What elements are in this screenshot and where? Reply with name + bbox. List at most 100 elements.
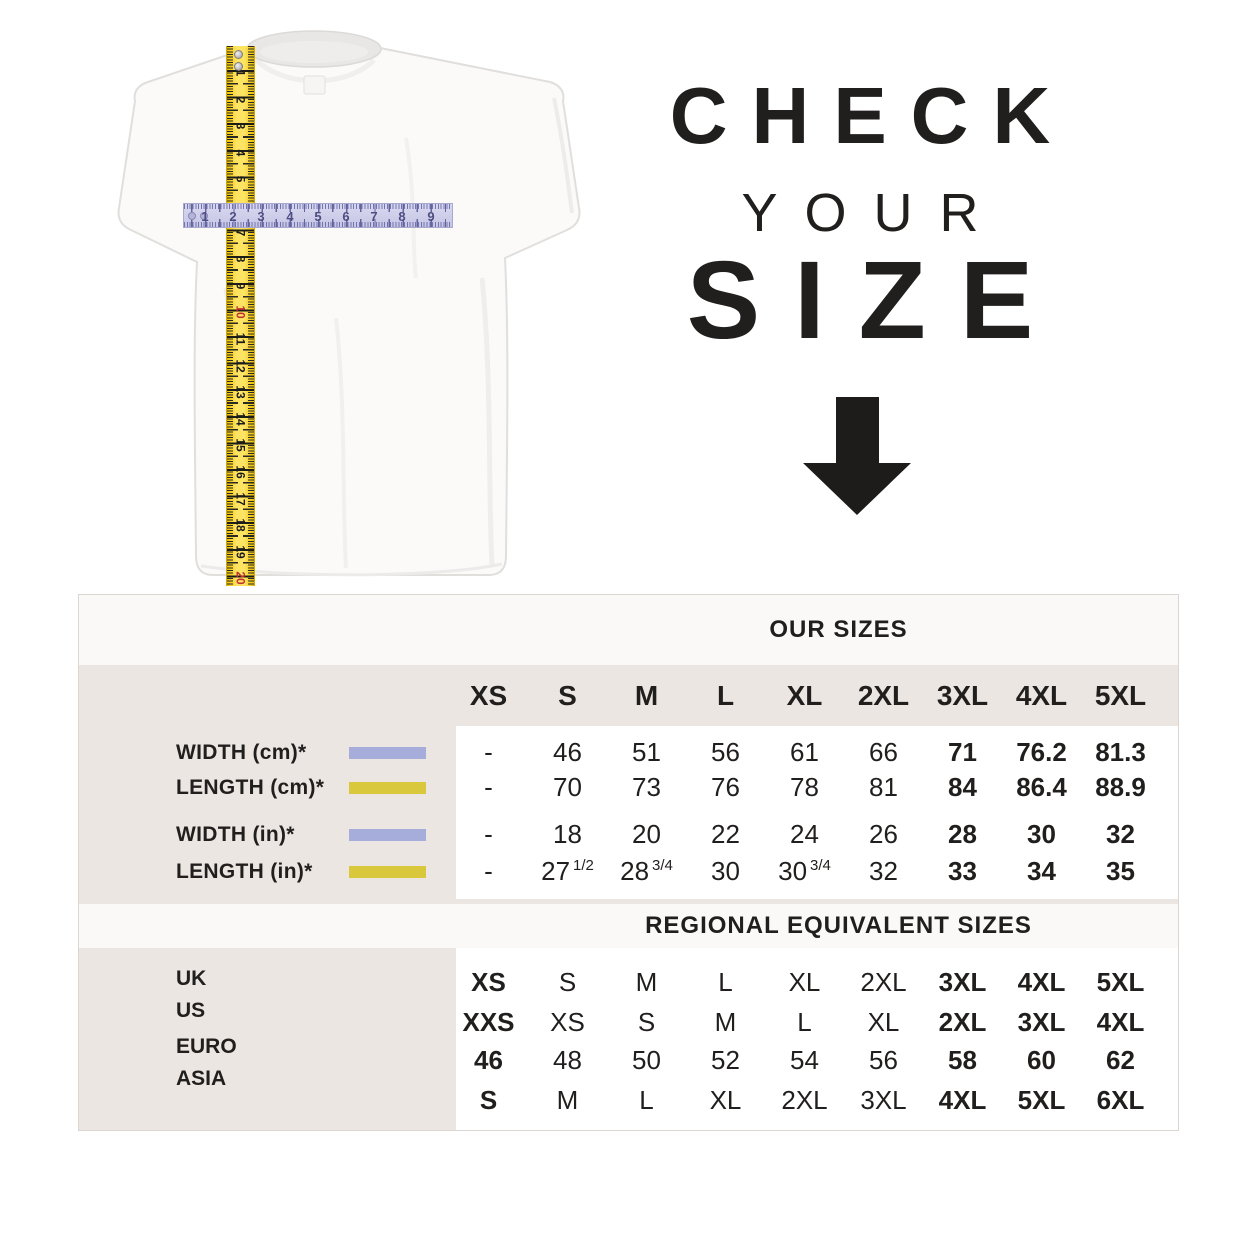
tshirt-figure <box>106 18 592 593</box>
tape-grommet <box>234 50 243 59</box>
region-size: 4XL <box>938 1085 987 1115</box>
size-value: 61 <box>790 737 819 767</box>
size-value: 51 <box>632 737 661 767</box>
size-value: 33 <box>948 856 977 886</box>
size-value: 18 <box>553 819 582 849</box>
regional-sizes-header-band: REGIONAL EQUIVALENT SIZES <box>79 904 1178 948</box>
size-value: 26 <box>869 819 898 849</box>
region-size: S <box>558 967 577 997</box>
size-value: 28 <box>948 819 977 849</box>
region-size: XXS <box>462 1007 515 1037</box>
region-size: 3XL <box>938 967 987 997</box>
tshirt-illustration <box>117 30 581 577</box>
horizontal-ruler: 1 2 3 4 5 6 7 8 9 <box>183 203 453 228</box>
region-size: S <box>479 1085 498 1115</box>
region-size: L <box>718 967 733 997</box>
regional-data-panel <box>456 948 1178 1130</box>
size-value: 20 <box>632 819 661 849</box>
table-row-length-in: LENGTH (in)* - 27 1/2 28 3/4 30 30 3/4 32 3… <box>79 854 1178 889</box>
size-value: 30 <box>1027 819 1056 849</box>
column-header-3xl: 3XL <box>936 679 989 711</box>
width-color-bar <box>349 746 449 759</box>
region-size: 2XL <box>860 967 907 997</box>
region-size: 56 <box>869 1045 898 1075</box>
region-size: M <box>714 1007 737 1037</box>
region-size: 3XL <box>1017 1007 1066 1037</box>
column-header-m: M <box>634 679 659 711</box>
neck-label-tag <box>303 75 326 95</box>
region-label-uk: UK <box>176 967 207 990</box>
size-value: 30 <box>711 856 740 886</box>
column-header-s: S <box>558 679 577 711</box>
region-size: 48 <box>553 1045 582 1075</box>
our-sizes-section: XS S M L XL 2XL 3XL 4XL 5XL WIDTH (cm)* … <box>79 665 1178 904</box>
column-header-5xl: 5XL <box>1094 679 1147 711</box>
region-size: 5XL <box>1017 1085 1066 1115</box>
size-value: - <box>484 819 493 849</box>
headline-size: SIZE <box>686 239 1068 362</box>
region-size: 5XL <box>1096 967 1145 997</box>
width-color-bar <box>349 828 449 841</box>
region-size: M <box>556 1085 579 1115</box>
size-value: 84 <box>948 772 977 802</box>
region-size: XS <box>550 1007 585 1037</box>
size-value: 88.9 <box>1095 772 1146 802</box>
size-columns-header-row: XS S M L XL 2XL 3XL 4XL 5XL <box>79 665 1178 726</box>
region-size: 6XL <box>1096 1085 1145 1115</box>
table-row-us: XXS XS S M L XL 2XL 3XL 4XL <box>79 1005 1178 1040</box>
region-size: 2XL <box>938 1007 987 1037</box>
column-header-4xl: 4XL <box>1015 679 1068 711</box>
sizes-data-panel <box>456 726 1178 899</box>
vertical-measuring-tape: 1 2 3 4 5 6 7 8 9 10 11 12 13 14 15 16 1… <box>226 46 255 586</box>
region-size: 52 <box>711 1045 740 1075</box>
size-value: 28 3/4 <box>620 856 673 886</box>
table-row-asia: S M L XL 2XL 3XL 4XL 5XL 6XL <box>79 1083 1178 1118</box>
size-value: 71 <box>948 737 977 767</box>
size-value: - <box>484 856 493 886</box>
size-value: 24 <box>790 819 819 849</box>
region-size: 46 <box>474 1045 503 1075</box>
size-value: 35 <box>1106 856 1135 886</box>
column-header-xs: XS <box>469 679 508 711</box>
size-value: 46 <box>553 737 582 767</box>
length-color-bar <box>349 781 449 794</box>
size-value: 73 <box>632 772 661 802</box>
table-row-width-in: WIDTH (in)* - 18 20 22 24 26 28 30 32 <box>79 817 1178 852</box>
tshirt-body <box>117 32 581 576</box>
size-value: 76.2 <box>1016 737 1067 767</box>
region-size: L <box>797 1007 812 1037</box>
region-size: 3XL <box>860 1085 907 1115</box>
headline-check: CHECK <box>669 71 1075 160</box>
size-value: 81.3 <box>1095 737 1146 767</box>
region-size: 54 <box>790 1045 819 1075</box>
table-row-length-cm: LENGTH (cm)* - 70 73 76 78 81 84 86.4 88… <box>79 770 1178 805</box>
length-color-bar <box>349 865 449 878</box>
region-size: 62 <box>1106 1045 1135 1075</box>
column-header-xl: XL <box>786 679 823 711</box>
size-value: 70 <box>553 772 582 802</box>
size-value: 86.4 <box>1016 772 1067 802</box>
size-value: 34 <box>1027 856 1056 886</box>
row-label: WIDTH (cm)* <box>176 740 307 764</box>
region-size: 2XL <box>781 1085 828 1115</box>
ruler-rivet <box>188 212 196 220</box>
size-chart-card: OUR SIZES XS S M L XL 2XL 3XL 4XL 5XL WI… <box>78 594 1179 1131</box>
region-size: 58 <box>948 1045 977 1075</box>
region-size: 60 <box>1027 1045 1056 1075</box>
region-size: M <box>635 967 658 997</box>
headline-your: YOUR <box>741 183 1006 243</box>
row-label: LENGTH (in)* <box>176 859 313 883</box>
row-label: LENGTH (cm)* <box>176 775 325 799</box>
column-header-l: L <box>716 679 735 711</box>
region-size: XL <box>788 967 821 997</box>
size-value: 22 <box>711 819 740 849</box>
size-value: 78 <box>790 772 819 802</box>
region-size: L <box>639 1085 654 1115</box>
row-label: WIDTH (in)* <box>176 822 295 846</box>
size-value: 56 <box>711 737 740 767</box>
regional-sizes-title: REGIONAL EQUIVALENT SIZES <box>645 912 1032 939</box>
region-size: 4XL <box>1017 967 1066 997</box>
our-sizes-title: OUR SIZES <box>769 616 908 643</box>
table-row-uk: XS S M L XL 2XL 3XL 4XL 5XL <box>79 965 1178 1000</box>
